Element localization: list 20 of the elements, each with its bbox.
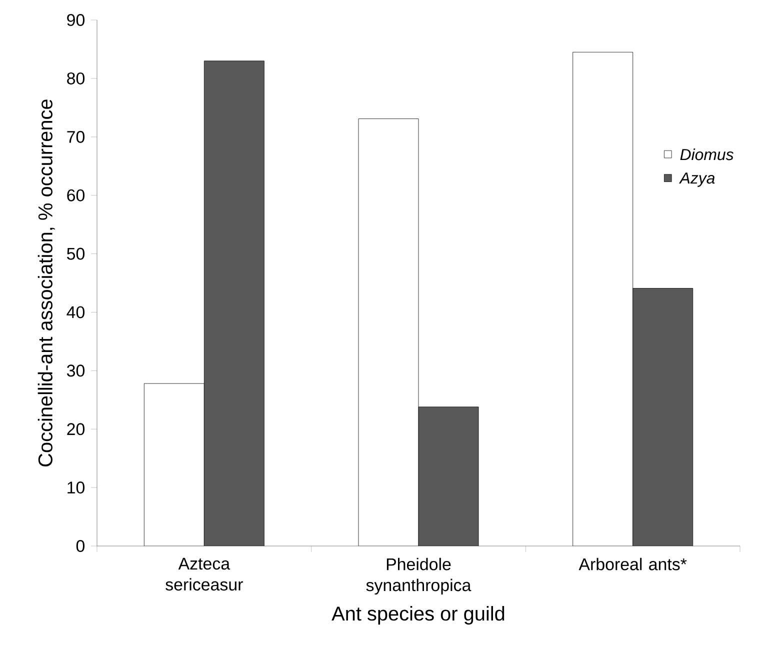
bar xyxy=(418,406,479,546)
y-tick-label: 90 xyxy=(67,14,84,26)
y-tick-label: 20 xyxy=(67,423,84,436)
y-tick-label: 60 xyxy=(67,189,84,202)
legend-label: Azya xyxy=(678,172,715,187)
y-tick-label: 50 xyxy=(66,248,84,260)
y-tick-label: 40 xyxy=(66,306,84,318)
y-tick-label: 10 xyxy=(68,482,84,494)
text: Diomus xyxy=(680,148,734,160)
x-axis-title: Ant species or guild xyxy=(332,606,504,625)
bar xyxy=(632,288,694,546)
bar xyxy=(204,60,264,546)
y-tick-label: 70 xyxy=(67,130,84,143)
x-tick-label: Arboreal ants* xyxy=(578,558,687,570)
y-tick-label: 80 xyxy=(67,72,84,84)
y-tick-label: 30 xyxy=(66,364,84,377)
x-tick-label: Azteca sericeasur xyxy=(166,558,243,591)
y-tick-label: 0 xyxy=(76,540,84,552)
y-axis-title: Coccinellid-ant association, % occurrence xyxy=(38,100,55,466)
x-tick-label: Pheidole synanthropica xyxy=(366,558,472,595)
